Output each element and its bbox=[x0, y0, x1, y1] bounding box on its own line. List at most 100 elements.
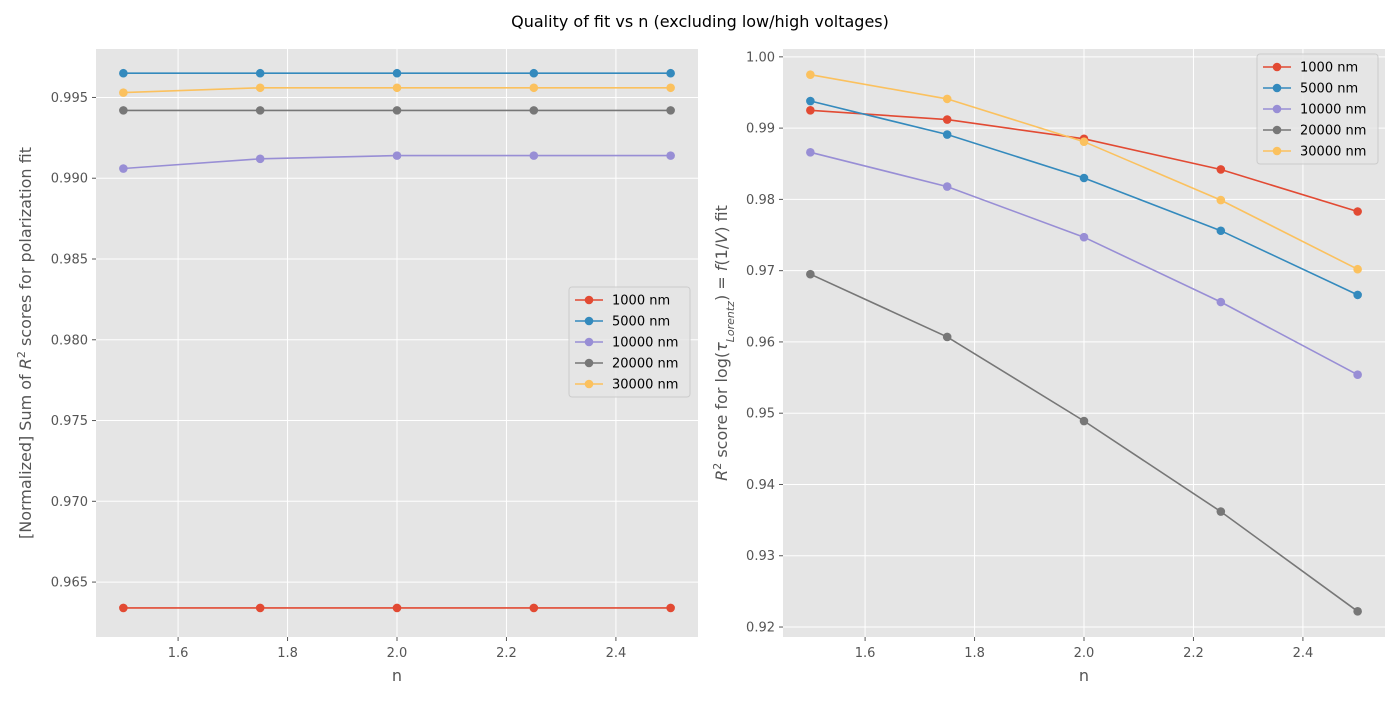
legend-label: 10000 nm bbox=[1300, 103, 1366, 118]
data-point-10000-nm bbox=[942, 182, 952, 191]
y-tick-label: 0.975 bbox=[51, 414, 88, 429]
data-point-10000-nm bbox=[806, 148, 815, 157]
y-axis-label-part: (1/ bbox=[712, 243, 731, 265]
y-tick-label: 0.985 bbox=[51, 253, 88, 268]
y-axis-label-part: Lorentz bbox=[724, 301, 737, 342]
data-point-10000-nm bbox=[1353, 370, 1362, 380]
data-point-20000-nm bbox=[1216, 507, 1226, 516]
data-point-30000-nm bbox=[1079, 137, 1089, 146]
data-point-30000-nm bbox=[529, 83, 539, 93]
y-tick-label: 0.97 bbox=[746, 264, 775, 279]
x-tick-label: 2.4 bbox=[606, 646, 627, 661]
legend-frame bbox=[568, 286, 691, 398]
x-axis-label: n bbox=[1079, 666, 1089, 685]
y-tick-label: 0.965 bbox=[51, 576, 88, 591]
data-point-1000-nm bbox=[942, 115, 952, 124]
data-point-30000-nm bbox=[392, 83, 402, 93]
legend-swatch-marker bbox=[1272, 62, 1282, 72]
x-tick-label: 2.2 bbox=[1183, 646, 1204, 661]
y-tick-label: 0.94 bbox=[746, 478, 775, 493]
data-point-1000-nm bbox=[806, 105, 815, 115]
data-point-10000-nm bbox=[529, 151, 539, 160]
legend-swatch-marker bbox=[1272, 83, 1282, 93]
legend-label: 5000 nm bbox=[612, 315, 670, 330]
data-point-5000-nm bbox=[119, 68, 128, 78]
data-point-30000-nm bbox=[1216, 195, 1226, 205]
y-tick-label: 0.990 bbox=[51, 172, 88, 187]
data-point-30000-nm bbox=[255, 83, 265, 93]
y-axis-label-part: f bbox=[712, 263, 731, 271]
y-tick-label: 0.970 bbox=[51, 495, 88, 510]
data-point-30000-nm bbox=[942, 94, 952, 104]
data-point-10000-nm bbox=[255, 154, 265, 164]
legend-swatch-marker bbox=[1272, 146, 1282, 156]
y-axis-label-part: ) = bbox=[712, 271, 731, 301]
x-axis-label: n bbox=[392, 666, 402, 685]
legend-label: 20000 nm bbox=[612, 357, 678, 372]
y-axis-label-part: τ bbox=[712, 342, 731, 352]
y-axis-label-part: 2 bbox=[15, 351, 28, 358]
data-point-1000-nm bbox=[1353, 207, 1362, 216]
data-point-10000-nm bbox=[1079, 232, 1089, 242]
data-point-1000-nm bbox=[255, 603, 265, 613]
legend: 1000 nm 5000 nm 10000 nm 20000 nm 30000 nm bbox=[568, 286, 691, 398]
data-point-10000-nm bbox=[1216, 297, 1226, 307]
legend-swatch-marker bbox=[1272, 104, 1282, 114]
data-point-5000-nm bbox=[666, 68, 675, 78]
y-tick-label: 0.92 bbox=[746, 621, 775, 636]
y-tick-label: 0.93 bbox=[746, 549, 775, 564]
x-tick-label: 1.6 bbox=[855, 646, 876, 661]
y-tick-label: 0.98 bbox=[746, 193, 775, 208]
data-point-20000-nm bbox=[942, 332, 952, 342]
legend-swatch-marker bbox=[584, 295, 594, 305]
legend-swatch-marker bbox=[584, 379, 594, 389]
legend-label: 5000 nm bbox=[1300, 82, 1358, 97]
y-tick-label: 0.99 bbox=[746, 122, 775, 137]
y-axis-label-part: 2 bbox=[711, 463, 724, 470]
legend-label: 1000 nm bbox=[612, 294, 670, 309]
data-point-20000-nm bbox=[1353, 607, 1362, 616]
y-tick-label: 0.95 bbox=[746, 407, 775, 422]
data-point-5000-nm bbox=[392, 68, 402, 78]
data-point-5000-nm bbox=[1216, 226, 1226, 236]
data-point-5000-nm bbox=[806, 96, 815, 106]
legend-swatch-marker bbox=[584, 358, 594, 368]
legend-swatch-marker bbox=[1272, 125, 1282, 135]
legend-label: 10000 nm bbox=[612, 336, 678, 351]
data-point-5000-nm bbox=[942, 130, 952, 139]
y-tick-label: 0.980 bbox=[51, 333, 88, 348]
data-point-20000-nm bbox=[1079, 416, 1089, 426]
x-tick-label: 1.8 bbox=[964, 646, 985, 661]
y-axis-label-part: R bbox=[712, 470, 731, 481]
data-point-20000-nm bbox=[806, 269, 815, 279]
y-tick-label: 0.995 bbox=[51, 91, 88, 106]
y-axis-label-part: score for log( bbox=[712, 352, 731, 463]
data-point-30000-nm bbox=[1353, 264, 1362, 274]
x-tick-label: 1.6 bbox=[168, 646, 189, 661]
data-point-1000-nm bbox=[529, 603, 539, 613]
data-point-20000-nm bbox=[255, 106, 265, 115]
y-tick-label: 0.96 bbox=[746, 335, 775, 350]
y-axis-label-part: R bbox=[16, 358, 35, 369]
y-axis-label: [Normalized] Sum of R2 scores for polari… bbox=[15, 147, 36, 539]
x-tick-label: 2.0 bbox=[1074, 646, 1095, 661]
data-point-10000-nm bbox=[392, 151, 402, 160]
y-axis-label-part: scores for polarization fit bbox=[16, 147, 35, 351]
data-point-5000-nm bbox=[1353, 290, 1362, 300]
data-point-1000-nm bbox=[1216, 165, 1226, 174]
legend-swatch-marker bbox=[584, 316, 594, 326]
data-point-20000-nm bbox=[666, 106, 675, 115]
y-tick-label: 1.00 bbox=[746, 50, 775, 65]
data-point-5000-nm bbox=[255, 68, 265, 78]
legend-label: 1000 nm bbox=[1300, 61, 1358, 76]
data-point-5000-nm bbox=[529, 68, 539, 78]
chart-polarization-fit: 1.6 1.8 2.0 2.2 2.4 0.965 0.970 0.975 0.980 0.985… bbox=[15, 49, 698, 685]
data-point-30000-nm bbox=[119, 88, 128, 97]
data-point-30000-nm bbox=[806, 70, 815, 79]
y-axis-label-part: [Normalized] Sum of bbox=[16, 369, 35, 539]
data-point-20000-nm bbox=[119, 106, 128, 115]
figure-title: Quality of fit vs n (excluding low/high … bbox=[511, 12, 889, 31]
data-point-5000-nm bbox=[1079, 173, 1089, 183]
